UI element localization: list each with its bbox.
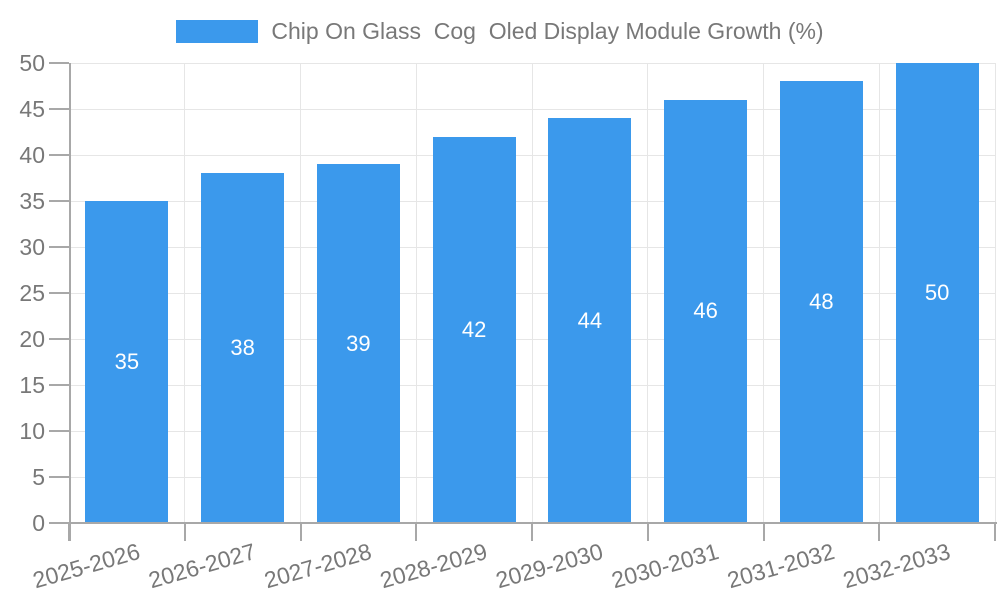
y-tick-label: 15 xyxy=(19,372,45,398)
y-tick xyxy=(49,522,69,524)
bar[interactable]: 50 xyxy=(895,63,979,523)
y-tick xyxy=(49,338,69,340)
bar-value-label: 35 xyxy=(114,349,140,374)
bar[interactable]: 48 xyxy=(779,81,863,523)
bar-value-label: 46 xyxy=(693,298,718,324)
y-tick xyxy=(49,108,69,110)
x-tick xyxy=(646,523,649,541)
x-axis-line xyxy=(69,522,997,524)
bar-value-label: 42 xyxy=(461,316,487,342)
x-tick xyxy=(531,523,533,541)
legend[interactable]: Chip On Glass Cog Oled Display Module Gr… xyxy=(0,18,1000,46)
y-tick-label: 25 xyxy=(19,280,45,306)
x-tick xyxy=(299,523,302,541)
y-tick-label: 40 xyxy=(19,142,45,168)
v-gridline xyxy=(415,63,417,523)
bar-value-label: 50 xyxy=(924,280,950,305)
bar-value-label: 44 xyxy=(577,307,603,333)
y-tick xyxy=(49,476,69,478)
x-tick xyxy=(183,523,186,541)
x-tick xyxy=(68,523,70,541)
plot-area: 35 38 39 42 44 46 48 50 xyxy=(69,62,996,523)
y-tick xyxy=(49,62,69,64)
bar-value-label: 38 xyxy=(230,335,255,361)
bar[interactable]: 38 xyxy=(201,173,285,523)
x-tick xyxy=(994,523,996,541)
y-tick xyxy=(49,384,69,386)
bar-value-label: 39 xyxy=(346,330,371,356)
v-gridline xyxy=(184,63,186,523)
y-tick-label: 5 xyxy=(32,464,45,490)
bar[interactable]: 42 xyxy=(432,136,516,523)
bar[interactable]: 35 xyxy=(85,201,169,523)
bar[interactable]: 44 xyxy=(548,118,632,523)
y-tick-label: 35 xyxy=(19,188,45,214)
y-axis-line xyxy=(69,63,71,541)
legend-label: Chip On Glass Cog Oled Display Module Gr… xyxy=(271,18,824,44)
y-tick xyxy=(49,246,69,248)
y-tick-label: 30 xyxy=(19,234,45,260)
x-tick xyxy=(762,523,765,541)
y-tick-label: 20 xyxy=(19,326,45,352)
bar[interactable]: 46 xyxy=(664,99,748,523)
v-gridline xyxy=(531,63,533,523)
y-tick-label: 45 xyxy=(19,96,45,122)
x-tick xyxy=(415,523,418,541)
y-tick-label: 10 xyxy=(19,418,45,444)
v-gridline xyxy=(763,63,764,523)
y-tick xyxy=(49,430,69,432)
y-tick xyxy=(49,154,69,156)
v-gridline xyxy=(647,63,649,523)
legend-swatch xyxy=(176,20,259,44)
bar[interactable]: 39 xyxy=(316,164,400,523)
v-gridline xyxy=(878,63,880,523)
v-gridline xyxy=(300,63,301,523)
y-tick xyxy=(49,292,69,294)
bar-value-label: 48 xyxy=(809,289,834,315)
y-tick xyxy=(49,200,69,202)
y-tick-label: 0 xyxy=(32,510,45,536)
y-tick-label: 50 xyxy=(19,50,45,76)
x-tick xyxy=(878,523,881,541)
v-gridline xyxy=(994,63,996,523)
